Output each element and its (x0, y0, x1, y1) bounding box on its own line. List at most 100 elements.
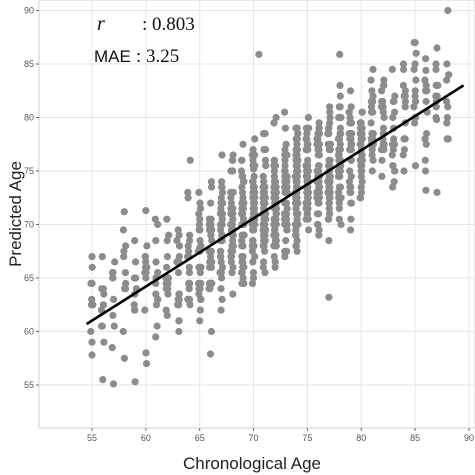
data-point (261, 199, 269, 207)
x-tick-label: 75 (302, 433, 312, 443)
data-point (432, 92, 440, 100)
data-point (270, 167, 278, 175)
data-point (335, 188, 343, 196)
data-point (346, 113, 354, 122)
data-point (302, 135, 310, 143)
data-point (111, 258, 119, 266)
data-point (238, 183, 246, 191)
data-point (304, 113, 312, 122)
data-point (433, 116, 441, 124)
data-point (281, 146, 289, 154)
data-point (259, 231, 268, 239)
data-point (196, 317, 204, 325)
y-tick-label: 65 (24, 273, 34, 283)
data-point (227, 199, 235, 207)
data-point (98, 253, 106, 261)
data-point (175, 290, 183, 298)
data-point (205, 220, 213, 229)
data-point (249, 146, 257, 154)
data-point (335, 151, 343, 159)
data-point (443, 113, 451, 122)
data-point (261, 156, 270, 164)
data-point (185, 295, 194, 303)
data-point (423, 130, 431, 138)
data-point (207, 327, 216, 336)
data-point (422, 97, 430, 106)
data-point (207, 247, 215, 255)
data-point (391, 108, 399, 116)
data-point (216, 247, 224, 255)
data-point (228, 156, 236, 164)
data-point (411, 87, 419, 95)
data-point (325, 194, 333, 202)
data-point (141, 306, 149, 314)
data-point (325, 178, 333, 186)
data-point (195, 226, 203, 234)
data-point (271, 188, 279, 196)
data-point (283, 188, 291, 196)
data-point (347, 103, 355, 111)
data-point (154, 269, 162, 277)
data-point (293, 237, 301, 245)
x-tick-label: 65 (195, 433, 205, 443)
data-point (142, 207, 150, 215)
data-point (347, 215, 355, 223)
data-point (411, 119, 419, 127)
data-point (335, 204, 343, 213)
data-point (238, 237, 246, 245)
data-point (294, 220, 302, 229)
data-point (304, 162, 312, 170)
data-point (281, 108, 289, 116)
data-point (238, 231, 246, 239)
data-point (346, 119, 355, 127)
data-point (358, 178, 366, 186)
data-point (388, 140, 397, 148)
data-point (315, 124, 323, 132)
data-point (282, 215, 290, 223)
data-point (400, 65, 408, 73)
data-point (293, 146, 301, 154)
data-point (336, 124, 344, 132)
data-point (218, 295, 226, 303)
data-point (293, 247, 301, 255)
data-point (174, 226, 182, 234)
data-point (443, 60, 451, 68)
data-point (163, 253, 171, 261)
data-point (249, 258, 257, 266)
data-point (217, 258, 225, 266)
data-point (380, 146, 388, 154)
data-point (259, 188, 267, 196)
data-point (142, 349, 150, 357)
data-point (132, 258, 140, 266)
data-point (368, 87, 376, 95)
data-point (175, 231, 183, 239)
data-point (389, 183, 397, 191)
data-point (282, 210, 290, 218)
data-point (154, 220, 162, 229)
data-point (108, 344, 116, 352)
data-point (255, 50, 263, 59)
data-point (380, 76, 388, 84)
data-point (336, 113, 344, 122)
data-point (207, 279, 215, 287)
data-point (260, 146, 268, 154)
data-point (346, 130, 354, 138)
data-point (336, 81, 344, 89)
data-point (399, 60, 407, 68)
data-point (411, 162, 420, 170)
data-point (347, 226, 355, 234)
data-point (270, 253, 278, 261)
data-point (336, 130, 344, 138)
data-point (433, 44, 441, 52)
data-point (314, 220, 322, 229)
y-axis-ticks: 55 60 65 70 75 80 85 90 (24, 6, 39, 390)
data-point (196, 263, 204, 271)
data-point (313, 167, 321, 175)
data-point (357, 194, 365, 202)
data-point (184, 194, 192, 202)
x-tick-label: 55 (87, 433, 97, 443)
data-point (434, 81, 442, 89)
data-point (358, 151, 366, 159)
data-point (281, 162, 289, 170)
data-point (97, 322, 106, 330)
